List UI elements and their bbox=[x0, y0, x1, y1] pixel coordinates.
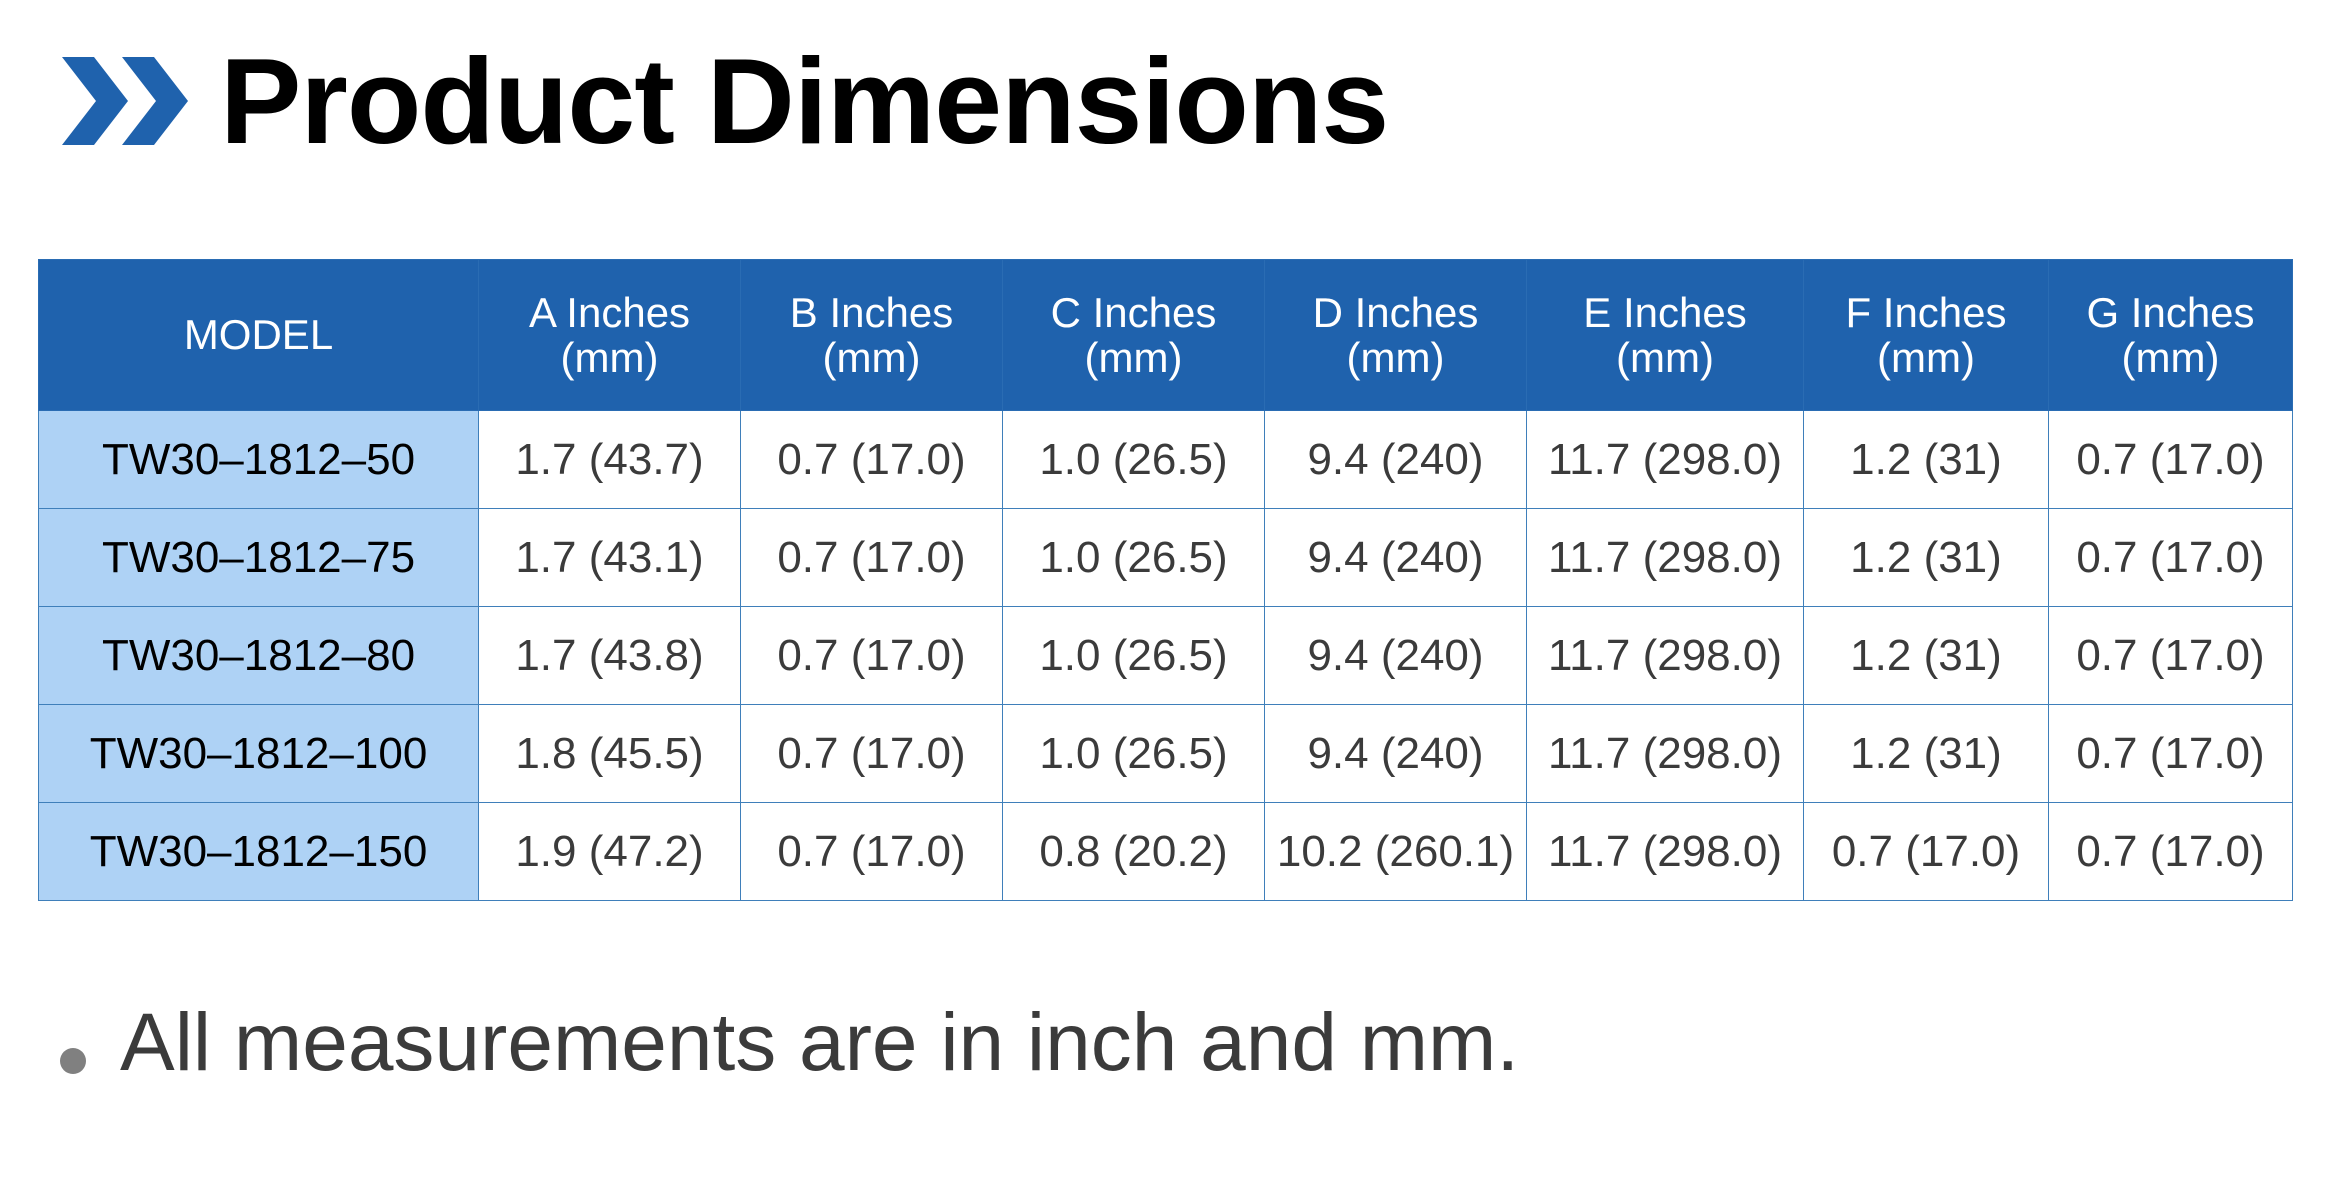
cell-d: 9.4 (240) bbox=[1264, 508, 1527, 607]
cell-a: 1.8 (45.5) bbox=[478, 704, 741, 803]
cell-d: 9.4 (240) bbox=[1264, 606, 1527, 705]
cell-e: 11.7 (298.0) bbox=[1526, 410, 1804, 509]
column-header-d: D Inches (mm) bbox=[1264, 259, 1527, 411]
cell-d: 9.4 (240) bbox=[1264, 410, 1527, 509]
cell-g: 0.7 (17.0) bbox=[2048, 508, 2293, 607]
column-header-a: A Inches (mm) bbox=[478, 259, 741, 411]
column-header-d-line2: (mm) bbox=[1346, 334, 1445, 381]
cell-c: 1.0 (26.5) bbox=[1002, 410, 1265, 509]
cell-g: 0.7 (17.0) bbox=[2048, 802, 2293, 901]
cell-c: 1.0 (26.5) bbox=[1002, 704, 1265, 803]
column-header-f-line2: (mm) bbox=[1877, 334, 1975, 381]
table-row: TW30–1812–50 1.7 (43.7) 0.7 (17.0) 1.0 (… bbox=[38, 410, 2293, 509]
cell-model: TW30–1812–50 bbox=[38, 410, 479, 509]
cell-c: 1.0 (26.5) bbox=[1002, 508, 1265, 607]
cell-c: 0.8 (20.2) bbox=[1002, 802, 1265, 901]
cell-d: 9.4 (240) bbox=[1264, 704, 1527, 803]
column-header-g: G Inches (mm) bbox=[2048, 259, 2293, 411]
cell-f: 1.2 (31) bbox=[1803, 704, 2049, 803]
double-chevron-icon bbox=[62, 57, 188, 145]
column-header-model-line1: MODEL bbox=[183, 311, 334, 359]
table-row: TW30–1812–150 1.9 (47.2) 0.7 (17.0) 0.8 … bbox=[38, 802, 2293, 901]
slide-header: Product Dimensions bbox=[60, 26, 1389, 176]
cell-b: 0.7 (17.0) bbox=[740, 802, 1003, 901]
cell-f: 1.2 (31) bbox=[1803, 410, 2049, 509]
cell-b: 0.7 (17.0) bbox=[740, 606, 1003, 705]
column-header-d-line1: D Inches bbox=[1312, 288, 1479, 336]
column-header-model: MODEL bbox=[38, 259, 479, 411]
cell-model: TW30–1812–150 bbox=[38, 802, 479, 901]
column-header-g-line2: (mm) bbox=[2121, 334, 2220, 381]
cell-model: TW30–1812–100 bbox=[38, 704, 479, 803]
column-header-b: B Inches (mm) bbox=[740, 259, 1003, 411]
column-header-c-line1: C Inches bbox=[1050, 288, 1217, 336]
cell-g: 0.7 (17.0) bbox=[2048, 410, 2293, 509]
note-list-item: All measurements are in inch and mm. bbox=[60, 997, 1520, 1088]
cell-e: 11.7 (298.0) bbox=[1526, 704, 1804, 803]
column-header-a-line2: (mm) bbox=[560, 334, 659, 381]
cell-a: 1.9 (47.2) bbox=[478, 802, 741, 901]
cell-g: 0.7 (17.0) bbox=[2048, 606, 2293, 705]
column-header-c-line2: (mm) bbox=[1084, 334, 1183, 381]
table-row: TW30–1812–100 1.8 (45.5) 0.7 (17.0) 1.0 … bbox=[38, 704, 2293, 803]
cell-c: 1.0 (26.5) bbox=[1002, 606, 1265, 705]
cell-e: 11.7 (298.0) bbox=[1526, 508, 1804, 607]
column-header-g-line1: G Inches bbox=[2086, 288, 2255, 336]
cell-f: 0.7 (17.0) bbox=[1803, 802, 2049, 901]
column-header-b-line2: (mm) bbox=[822, 334, 921, 381]
cell-model: TW30–1812–75 bbox=[38, 508, 479, 607]
cell-a: 1.7 (43.8) bbox=[478, 606, 741, 705]
cell-f: 1.2 (31) bbox=[1803, 508, 2049, 607]
cell-f: 1.2 (31) bbox=[1803, 606, 2049, 705]
cell-model: TW30–1812–80 bbox=[38, 606, 479, 705]
column-header-b-line1: B Inches bbox=[789, 288, 954, 336]
cell-b: 0.7 (17.0) bbox=[740, 508, 1003, 607]
page-title: Product Dimensions bbox=[220, 33, 1389, 169]
cell-e: 11.7 (298.0) bbox=[1526, 802, 1804, 901]
cell-g: 0.7 (17.0) bbox=[2048, 704, 2293, 803]
cell-b: 0.7 (17.0) bbox=[740, 410, 1003, 509]
column-header-e-line2: (mm) bbox=[1616, 334, 1714, 381]
column-header-e-line1: E Inches bbox=[1583, 288, 1747, 336]
column-header-c: C Inches (mm) bbox=[1002, 259, 1265, 411]
note-text: All measurements are in inch and mm. bbox=[120, 997, 1520, 1088]
product-dimensions-table: MODEL A Inches (mm) B Inches (mm) C Inch… bbox=[38, 259, 2293, 901]
column-header-f: F Inches (mm) bbox=[1803, 259, 2049, 411]
cell-b: 0.7 (17.0) bbox=[740, 704, 1003, 803]
table-header-row: MODEL A Inches (mm) B Inches (mm) C Inch… bbox=[38, 259, 2293, 411]
cell-a: 1.7 (43.1) bbox=[478, 508, 741, 607]
bullet-point-icon bbox=[60, 1048, 86, 1074]
column-header-f-line1: F Inches bbox=[1845, 288, 2007, 336]
column-header-a-line1: A Inches bbox=[528, 288, 691, 336]
column-header-e: E Inches (mm) bbox=[1526, 259, 1804, 411]
table-row: TW30–1812–80 1.7 (43.8) 0.7 (17.0) 1.0 (… bbox=[38, 606, 2293, 705]
cell-e: 11.7 (298.0) bbox=[1526, 606, 1804, 705]
table-row: TW30–1812–75 1.7 (43.1) 0.7 (17.0) 1.0 (… bbox=[38, 508, 2293, 607]
cell-a: 1.7 (43.7) bbox=[478, 410, 741, 509]
cell-d: 10.2 (260.1) bbox=[1264, 802, 1527, 901]
